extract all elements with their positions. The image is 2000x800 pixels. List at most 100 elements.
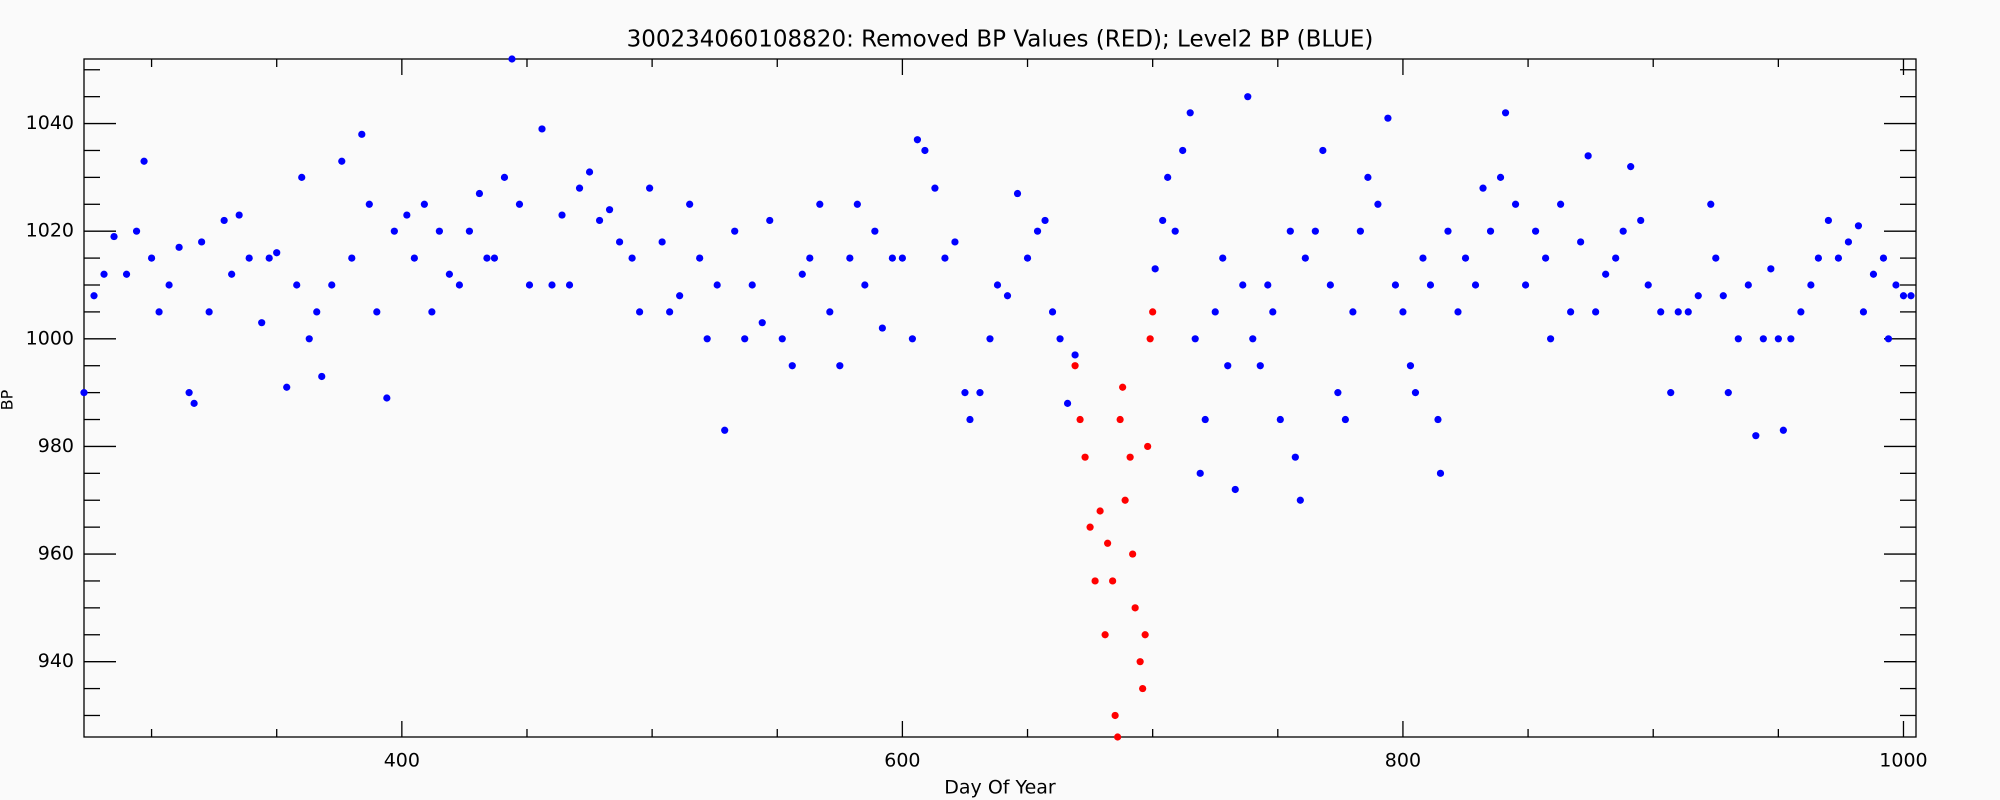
data-point bbox=[1557, 200, 1565, 208]
data-point bbox=[1023, 254, 1032, 262]
data-point bbox=[365, 200, 373, 208]
data-point bbox=[1486, 227, 1495, 235]
data-point bbox=[1779, 426, 1787, 434]
data-point bbox=[390, 227, 398, 235]
data-point bbox=[235, 211, 243, 219]
data-point bbox=[313, 308, 321, 316]
data-point bbox=[628, 254, 636, 262]
x-axis-label: Day Of Year bbox=[944, 777, 1056, 799]
data-point bbox=[1276, 415, 1284, 424]
data-point bbox=[558, 211, 566, 219]
data-point bbox=[1141, 631, 1149, 639]
data-point bbox=[328, 281, 336, 289]
data-point bbox=[305, 335, 313, 343]
data-point bbox=[1712, 254, 1720, 262]
data-point bbox=[1151, 265, 1159, 273]
data-point bbox=[1041, 216, 1049, 225]
data-point bbox=[658, 238, 666, 246]
data-point bbox=[1744, 281, 1752, 289]
data-point bbox=[515, 200, 524, 208]
data-point bbox=[731, 227, 739, 235]
data-point bbox=[1724, 389, 1732, 397]
data-point bbox=[338, 157, 346, 165]
data-point bbox=[1384, 114, 1392, 122]
data-point bbox=[961, 389, 969, 397]
data-point bbox=[1436, 469, 1445, 477]
data-point bbox=[676, 292, 684, 300]
data-point bbox=[1114, 733, 1122, 741]
data-point bbox=[245, 254, 253, 262]
data-point bbox=[1844, 238, 1853, 246]
data-point bbox=[1301, 254, 1309, 262]
data-point bbox=[696, 254, 704, 262]
data-point bbox=[1201, 415, 1209, 424]
data-point bbox=[475, 189, 484, 198]
data-point bbox=[1129, 550, 1137, 558]
data-point bbox=[1101, 631, 1109, 639]
data-point bbox=[1719, 292, 1727, 300]
data-point bbox=[1531, 227, 1540, 235]
data-point bbox=[1419, 254, 1427, 262]
data-point bbox=[1619, 227, 1627, 235]
data-point bbox=[428, 308, 436, 316]
data-point bbox=[483, 254, 491, 262]
data-point bbox=[190, 399, 198, 407]
data-point bbox=[1326, 281, 1334, 289]
data-point bbox=[1567, 308, 1575, 316]
data-point bbox=[155, 308, 163, 316]
data-point bbox=[1191, 335, 1199, 343]
data-point bbox=[921, 146, 929, 155]
data-point bbox=[666, 308, 674, 316]
data-point bbox=[283, 383, 291, 391]
data-point bbox=[1244, 93, 1252, 101]
data-point bbox=[748, 281, 756, 289]
data-point bbox=[508, 55, 516, 63]
data-point bbox=[888, 254, 896, 262]
data-point bbox=[1256, 362, 1264, 370]
data-point bbox=[1091, 577, 1099, 585]
data-point bbox=[1434, 415, 1442, 424]
data-point bbox=[1286, 227, 1294, 235]
data-point bbox=[1211, 308, 1219, 316]
data-point bbox=[1374, 200, 1382, 208]
data-point bbox=[1269, 308, 1277, 316]
data-point bbox=[1637, 216, 1645, 225]
data-point bbox=[383, 394, 391, 402]
data-point bbox=[110, 232, 118, 241]
data-point bbox=[1541, 254, 1550, 262]
data-point bbox=[538, 125, 546, 133]
data-point bbox=[908, 335, 917, 343]
y-axis-label: BP bbox=[0, 389, 17, 410]
data-point bbox=[646, 184, 654, 192]
data-point bbox=[1056, 335, 1064, 343]
x-tick-label: 600 bbox=[884, 750, 920, 772]
data-point bbox=[132, 227, 141, 235]
data-point bbox=[1612, 254, 1620, 262]
data-point bbox=[165, 281, 173, 289]
data-point bbox=[445, 270, 453, 278]
data-point bbox=[1109, 577, 1117, 585]
data-point bbox=[861, 281, 869, 289]
data-point bbox=[1144, 442, 1152, 451]
data-point bbox=[1869, 270, 1878, 278]
data-point bbox=[1454, 308, 1462, 316]
data-point bbox=[293, 281, 301, 289]
y-tick-label: 940 bbox=[38, 650, 74, 672]
data-point bbox=[1547, 335, 1555, 343]
data-point bbox=[1291, 453, 1299, 461]
data-point bbox=[951, 238, 959, 246]
y-tick-label: 1020 bbox=[26, 220, 74, 242]
data-point bbox=[410, 254, 418, 262]
data-point bbox=[615, 238, 624, 246]
data-point bbox=[1171, 227, 1179, 235]
data-point bbox=[1146, 335, 1154, 343]
data-point bbox=[1063, 399, 1072, 407]
data-point bbox=[1159, 216, 1167, 225]
data-point bbox=[913, 136, 922, 144]
data-point bbox=[1104, 539, 1112, 547]
data-point bbox=[1479, 184, 1487, 192]
chart-title: 300234060108820: Removed BP Values (RED)… bbox=[627, 27, 1374, 53]
data-point bbox=[205, 308, 213, 316]
data-point bbox=[1674, 308, 1682, 316]
